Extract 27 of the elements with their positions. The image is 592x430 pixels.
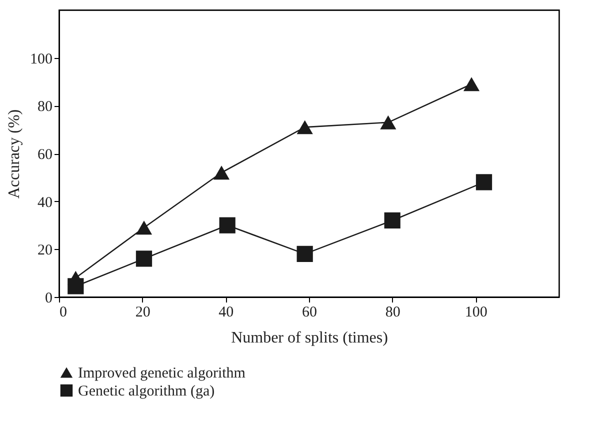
point	[213, 166, 230, 180]
x-tick-label: 40	[218, 304, 234, 320]
point	[68, 270, 84, 285]
legend-label: Improved genetic algorithm	[78, 366, 246, 382]
point	[380, 115, 396, 130]
point	[296, 120, 313, 134]
y-tick-label: 20	[38, 242, 52, 259]
y-axis-title: Accuracy (%)	[6, 109, 23, 199]
x-tick-label: 0	[60, 304, 67, 320]
legend-label: Genetic algorithm (ga)	[78, 384, 215, 400]
point	[136, 250, 152, 267]
y-tick-label: 60	[38, 147, 52, 163]
x-tick-label: 20	[135, 304, 150, 320]
x-tick-label: 100	[464, 304, 488, 320]
point	[136, 220, 152, 235]
point	[463, 77, 480, 92]
point	[476, 174, 492, 190]
x-axis-title: Number of splits (times)	[231, 330, 388, 346]
x-tick-label: 80	[385, 304, 400, 320]
y-tick-label: 0	[45, 290, 52, 306]
y-tick-label: 40	[38, 194, 52, 211]
point	[384, 212, 400, 229]
point	[219, 217, 236, 234]
x-tick-label: 60	[302, 304, 317, 320]
y-tick-label: 80	[38, 99, 52, 116]
y-tick-label: 100	[30, 51, 52, 68]
point	[296, 246, 313, 262]
